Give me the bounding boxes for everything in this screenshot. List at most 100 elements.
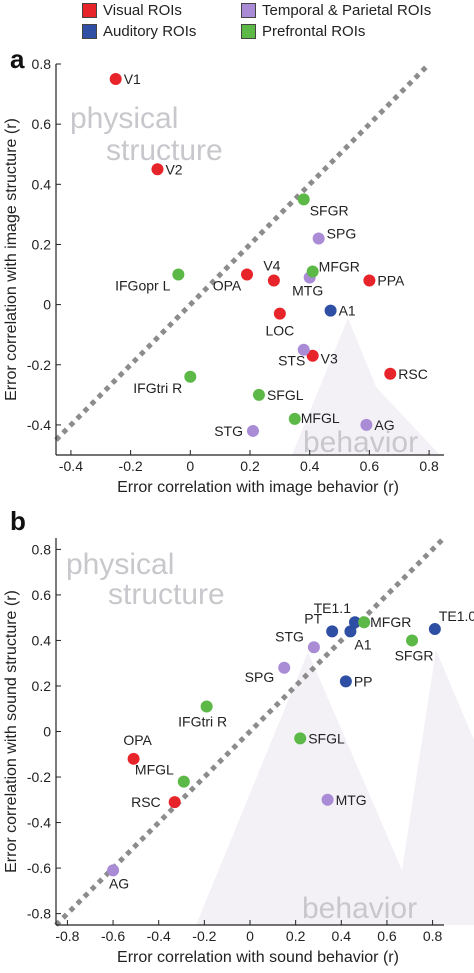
point-label-sts: STS — [278, 353, 305, 369]
x-tick-label: 0.4 — [300, 458, 320, 474]
y-tick-label: 0.8 — [32, 541, 52, 557]
point-mfgl — [177, 775, 190, 788]
y-tick-label: -0.4 — [27, 417, 51, 433]
point-opa — [127, 752, 140, 765]
x-tick-label: -0.4 — [59, 458, 83, 474]
point-stg — [246, 424, 259, 437]
watermark-structure: structure — [106, 134, 223, 167]
x-axis-label: Error correlation with image behavior (r… — [117, 479, 399, 496]
panel-letter: a — [10, 44, 25, 74]
point-label-te1-0: TE1.0 — [439, 608, 474, 624]
point-label-ag: AG — [374, 417, 394, 433]
point-ppa — [363, 274, 376, 287]
x-tick-label: -0.8 — [55, 928, 79, 944]
point-rsc — [384, 367, 397, 380]
mountain-shape — [196, 650, 474, 925]
point-te1-1 — [348, 616, 361, 629]
watermark-behavior: behavior — [302, 892, 417, 925]
point-label-a1: A1 — [339, 303, 356, 319]
point-label-mtg: MTG — [336, 792, 367, 808]
y-tick-label: -0.2 — [27, 769, 51, 785]
point-ag — [107, 864, 120, 877]
y-tick-label: -0.8 — [27, 906, 51, 922]
point-pp — [339, 675, 352, 688]
x-tick-label: 0.2 — [286, 928, 306, 944]
point-v2 — [151, 163, 164, 176]
diagonal-line — [54, 62, 431, 442]
x-tick-label: 0 — [186, 458, 194, 474]
x-tick-label: -0.6 — [101, 928, 125, 944]
point-rsc — [168, 796, 181, 809]
diagonal-line — [54, 536, 446, 927]
x-tick-label: 0.8 — [419, 458, 439, 474]
point-label-pt: PT — [304, 610, 322, 626]
watermark-behavior: behavior — [303, 426, 418, 459]
point-label-v4: V4 — [263, 258, 280, 274]
legend: Visual ROIs Auditory ROIs Temporal & Par… — [0, 0, 474, 44]
legend-swatch-prefrontal — [241, 24, 256, 39]
legend-label-prefrontal: Prefrontal ROIs — [262, 23, 366, 40]
point-label-loc: LOC — [265, 323, 294, 339]
point-label-a1: A1 — [354, 636, 371, 652]
point-label-rsc: RSC — [131, 794, 161, 810]
point-label-pp: PP — [354, 673, 373, 689]
point-label-mtg: MTG — [292, 283, 323, 299]
point-label-ifgtri-r: IFGtri R — [133, 380, 182, 396]
y-tick-label: 0 — [43, 724, 51, 740]
point-v4 — [267, 274, 280, 287]
point-loc — [273, 307, 286, 320]
watermark-structure: structure — [108, 578, 225, 611]
point-label-sfgl: SFGL — [267, 387, 304, 403]
point-label-rsc: RSC — [398, 366, 428, 382]
point-label-sfgr: SFGR — [395, 647, 434, 663]
legend-item-temporal-parietal: Temporal & Parietal ROIs — [241, 2, 431, 19]
point-label-spg: SPG — [327, 225, 357, 241]
point-label-v3: V3 — [321, 351, 338, 367]
point-stg — [307, 641, 320, 654]
legend-swatch-auditory — [82, 24, 97, 39]
point-label-spg: SPG — [245, 669, 275, 685]
y-tick-label: 0 — [43, 297, 51, 313]
watermark-physical: physical — [70, 102, 178, 135]
x-tick-label: 0 — [246, 928, 254, 944]
point-label-stg: STG — [214, 423, 243, 439]
y-tick-label: 0.6 — [32, 587, 52, 603]
legend-label-auditory: Auditory ROIs — [103, 23, 197, 40]
x-tick-label: 0.2 — [240, 458, 260, 474]
point-label-stg: STG — [275, 628, 304, 644]
mountain-shape — [300, 370, 440, 455]
point-label-v1: V1 — [124, 71, 141, 87]
point-label-ifgopr-l: IFGopr L — [115, 278, 170, 294]
legend-item-visual: Visual ROIs — [82, 2, 182, 19]
point-label-ag: AG — [109, 875, 129, 891]
point-ifgopr-l — [172, 268, 185, 281]
point-ifgtri-r — [200, 700, 213, 713]
point-sfgl — [252, 388, 265, 401]
x-tick-label: -0.2 — [192, 928, 216, 944]
point-sfgr — [406, 634, 419, 647]
legend-label-visual: Visual ROIs — [103, 2, 182, 19]
legend-label-temporal-parietal: Temporal & Parietal ROIs — [262, 2, 432, 19]
point-mfgr — [358, 616, 371, 629]
point-opa — [241, 268, 254, 281]
y-tick-label: 0.6 — [32, 116, 52, 132]
legend-swatch-temporal-parietal — [241, 3, 256, 18]
point-label-te1-1: TE1.1 — [314, 600, 352, 616]
point-label-v2: V2 — [165, 161, 182, 177]
y-tick-label: -0.4 — [27, 815, 51, 831]
point-label-ppa: PPA — [377, 273, 405, 289]
point-v1 — [109, 73, 122, 86]
point-te1-0 — [428, 623, 441, 636]
point-label-sfgl: SFGL — [308, 730, 345, 746]
point-sfgr — [297, 193, 310, 206]
y-tick-label: 0.2 — [32, 236, 52, 252]
point-mfgl — [288, 412, 301, 425]
x-tick-label: 0.4 — [332, 928, 352, 944]
y-tick-label: -0.2 — [27, 357, 51, 373]
watermark-physical: physical — [66, 548, 174, 581]
point-sts — [297, 343, 310, 356]
x-tick-label: 0.6 — [377, 928, 397, 944]
point-label-mfgr: MFGR — [319, 259, 360, 275]
point-v3 — [306, 349, 319, 362]
